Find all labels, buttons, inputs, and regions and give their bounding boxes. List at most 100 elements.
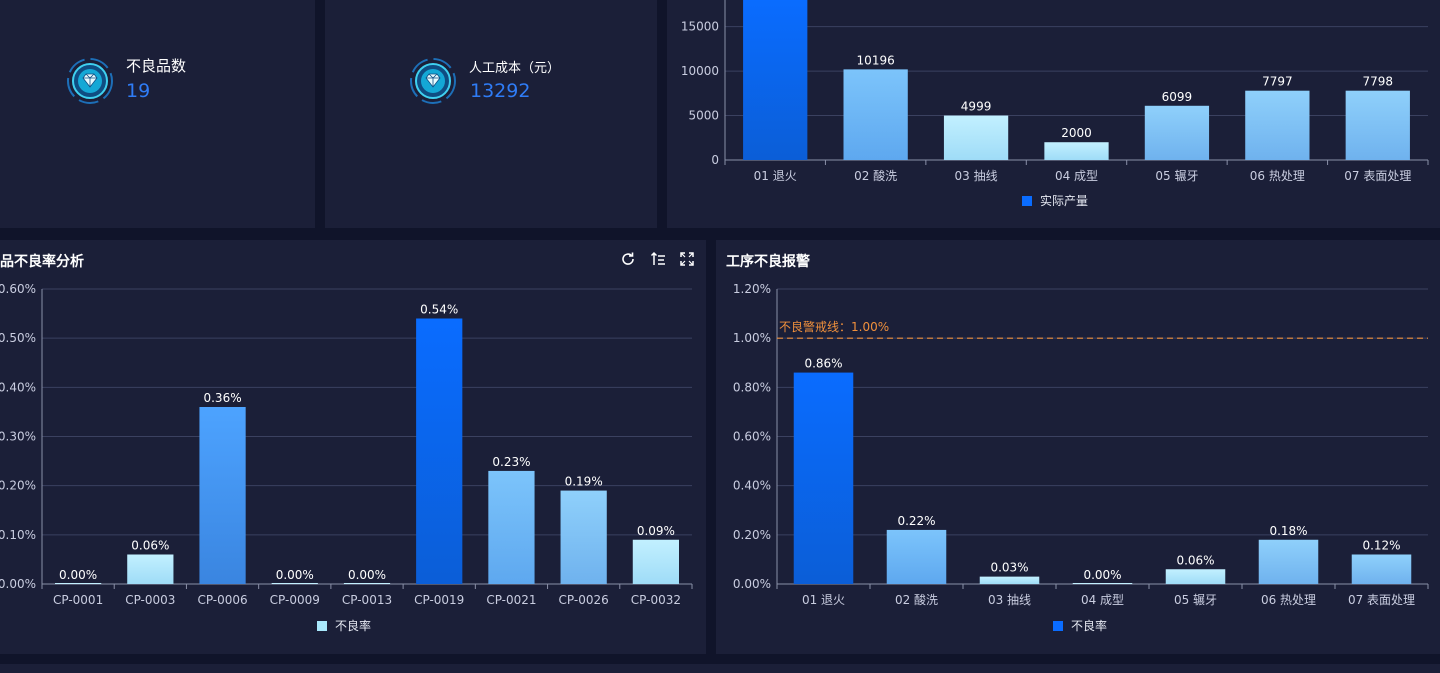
y-tick-label: 1.20% [733,282,771,296]
bar [127,554,174,584]
data-label: 0.00% [1083,568,1121,582]
y-tick-label: 10000 [681,64,719,78]
x-tick-label: CP-0026 [559,593,609,607]
legend-label: 不良率 [1071,618,1107,633]
x-tick-label: 03 抽线 [988,593,1031,607]
panel-title: 工序不良报警 [726,254,810,270]
bar [886,529,947,584]
output-bar-chart: 0 5000 10000 15000 01 退火 10196 02 酸洗 4999 03 抽线 2… [681,0,1429,208]
legend-swatch [1022,196,1032,206]
defect-rate-panel: 产品不良率分析 0.00%0.10%0.20%0.30%0.40%0.50%0.… [0,240,706,654]
bar [1345,90,1410,160]
y-tick-label: 0.20% [733,528,771,542]
bar [979,576,1040,584]
kpi-card-labor-cost: 人工成本（元） 13292 [325,0,657,228]
kpi-label: 不良品数 [126,57,187,75]
data-label: 0.06% [1176,553,1214,567]
bar [343,583,391,584]
diamond-icon [66,57,114,105]
x-tick-label: 04 成型 [1055,169,1098,183]
data-label: 0.12% [1362,539,1400,553]
defect-rate-bar-chart: 0.00% 0.10% 0.20% 0.30% 0.40% 0.50% 0.60% 0.00%… [0,282,693,633]
kpi-card-defects: 不良品数 19 [0,0,315,228]
bar [632,539,679,584]
bar [55,583,102,584]
x-tick-label: 01 退火 [754,169,797,183]
data-label: 0.19% [565,475,603,489]
x-tick-label: 07 表面处理 [1344,169,1411,183]
output-chart-panel: 0 5000 10000 15000 01 退火 10196 02 酸洗 4999 03 抽线 2… [667,0,1440,228]
x-tick-label: CP-0019 [414,593,464,607]
y-tick-label: 0.60% [0,282,36,296]
data-label: 0.03% [990,561,1028,575]
bar [843,69,908,160]
kpi-label: 人工成本（元） [469,61,561,76]
y-tick-label: 0 [711,153,719,167]
x-tick-label: 04 成型 [1081,593,1124,607]
x-tick-label: CP-0006 [197,593,247,607]
bottom-panel-edge [0,664,1440,673]
x-tick-label: 06 热处理 [1250,169,1305,183]
legend-swatch [317,621,327,631]
data-label: 7798 [1363,75,1394,89]
y-tick-label: 15000 [681,20,719,34]
legend-swatch [1053,621,1063,631]
process-alarm-bar-chart: 0.00% 0.20% 0.40% 0.60% 0.80% 1.00% 1.20% 0.86%… [733,282,1429,633]
x-tick-label: CP-0003 [125,593,175,607]
sort-icon[interactable] [650,251,666,267]
y-tick-label: 0.20% [0,479,36,493]
refresh-icon[interactable] [620,251,636,267]
kpi-value: 19 [126,80,151,102]
y-tick-label: 0.80% [733,380,771,394]
bar [1165,569,1226,584]
data-label: 0.86% [804,357,842,371]
data-label: 0.18% [1269,524,1307,538]
data-label: 2000 [1061,126,1092,140]
data-label: 7797 [1262,75,1293,89]
legend-label: 不良率 [335,618,371,633]
data-label: 0.00% [276,568,314,582]
fullscreen-icon[interactable] [679,251,695,267]
x-tick-label: 05 辗牙 [1174,592,1217,607]
bar [943,115,1009,160]
legend-label: 实际产量 [1040,193,1088,208]
bar [560,490,607,584]
x-tick-label: 05 辗牙 [1155,168,1198,183]
x-tick-label: 03 抽线 [955,169,998,183]
data-label: 0.06% [131,539,169,553]
data-label: 0.09% [637,524,675,538]
bar [1258,539,1319,584]
y-tick-label: 0.60% [733,430,771,444]
data-label: 0.22% [897,514,935,528]
y-tick-label: 0.10% [0,528,36,542]
bar [416,318,463,584]
x-tick-label: CP-0032 [631,593,681,607]
x-tick-label: CP-0009 [270,593,320,607]
data-label: 10196 [857,53,895,67]
x-tick-label: CP-0013 [342,593,392,607]
y-tick-label: 0.40% [733,479,771,493]
y-tick-label: 1.00% [733,331,771,345]
x-tick-label: CP-0021 [486,593,536,607]
bar [1351,554,1412,584]
x-tick-label: CP-0001 [53,593,103,607]
data-label: 6099 [1162,90,1193,104]
bar [1245,90,1310,160]
panel-title: 产品不良率分析 [0,254,84,270]
y-tick-label: 5000 [688,109,719,123]
x-tick-label: 02 酸洗 [854,168,897,183]
kpi-value: 13292 [470,80,531,102]
data-label: 0.23% [492,455,530,469]
y-tick-label: 0.50% [0,331,36,345]
bar [743,0,808,160]
x-tick-label: 06 热处理 [1261,593,1316,607]
bar [793,372,854,584]
bar [271,583,318,584]
bar [488,470,535,584]
x-tick-label: 02 酸洗 [895,592,938,607]
data-label: 0.54% [420,303,458,317]
bar [1072,583,1133,584]
data-label: 0.00% [59,568,97,582]
data-label: 0.36% [203,391,241,405]
x-tick-label: 07 表面处理 [1348,593,1415,607]
